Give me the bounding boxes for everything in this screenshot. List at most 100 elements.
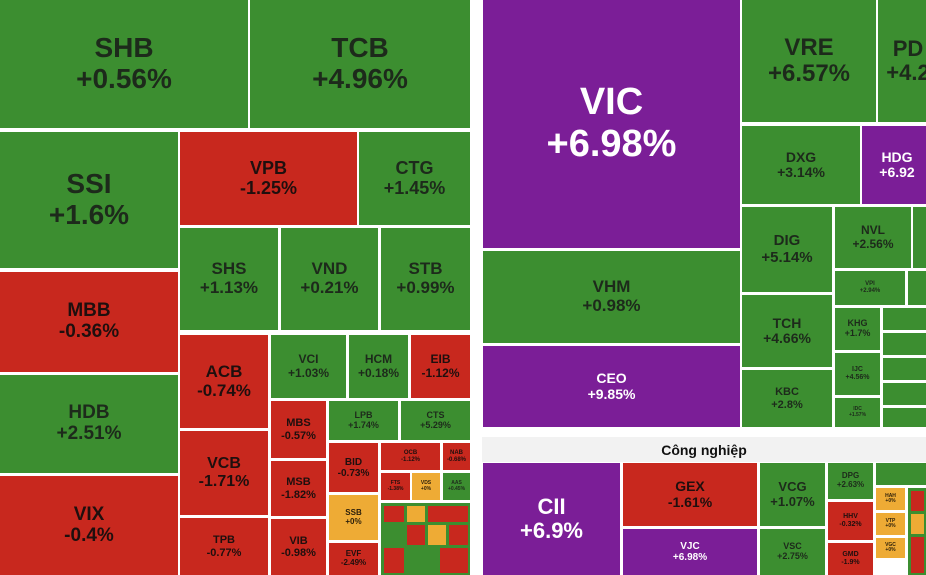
ticker: PD <box>892 35 924 61</box>
tile[interactable]: NAB -0.68% <box>443 443 470 470</box>
tile[interactable]: VPB -1.25% <box>180 132 357 225</box>
tile[interactable]: SHS +1.13% <box>180 228 278 330</box>
ticker: VSC <box>783 541 802 552</box>
tile[interactable]: NVL +2.56% <box>835 207 911 268</box>
ticker: HAH <box>885 492 896 499</box>
tile[interactable]: VIC +6.98% <box>483 0 740 248</box>
tile[interactable]: LPB +1.74% <box>329 401 398 440</box>
tile[interactable]: VCB -1.71% <box>180 431 268 515</box>
tile[interactable]: IDC +1.57% <box>835 398 880 427</box>
tile[interactable]: SSB +0% <box>329 495 378 540</box>
tile[interactable]: DXG +3.14% <box>742 126 860 204</box>
price-change: -0.36% <box>58 321 120 342</box>
tile[interactable]: VRE +6.57% <box>742 0 876 122</box>
tile[interactable]: KHG +1.7% <box>835 308 880 350</box>
price-change: +1.13% <box>199 278 259 297</box>
price-change: +0% <box>885 547 896 553</box>
tile[interactable]: AAS +0.45% <box>443 473 470 500</box>
ticker: FTS <box>390 480 401 486</box>
tile[interactable]: IJC +4.56% <box>835 353 880 395</box>
ticker: LPB <box>354 409 373 420</box>
tile[interactable]: FTS -1.38% <box>381 473 410 500</box>
ticker: TCB <box>331 32 389 64</box>
tile <box>440 548 468 573</box>
tile[interactable]: DPG +2.63% <box>828 463 873 499</box>
tile[interactable]: GEX -1.61% <box>623 463 757 526</box>
price-change: +1.03% <box>287 365 330 380</box>
tile <box>428 506 468 522</box>
ticker: GEX <box>675 478 705 495</box>
tile[interactable]: VJC +6.98% <box>623 529 757 575</box>
ticker: VND <box>311 259 348 279</box>
tile[interactable]: TCB +4.96% <box>250 0 470 128</box>
ticker: KHG <box>847 318 868 329</box>
tile[interactable]: VHM +0.98% <box>483 251 740 343</box>
tile <box>911 514 924 534</box>
tile[interactable]: HCM +0.18% <box>349 335 408 398</box>
tile[interactable]: EIB -1.12% <box>411 335 470 398</box>
ticker: CII <box>537 493 566 519</box>
price-change: -2.49% <box>340 558 367 567</box>
tile[interactable]: BID -0.73% <box>329 443 378 492</box>
ticker: CTG <box>395 157 434 178</box>
tile[interactable]: MBS -0.57% <box>271 401 326 458</box>
tile[interactable]: TPB -0.77% <box>180 518 268 575</box>
tile[interactable]: TCH +4.66% <box>742 295 832 367</box>
tile[interactable]: PD +4.2 <box>878 0 926 122</box>
tile[interactable]: GMD -1.9% <box>828 543 873 575</box>
ticker: VTP <box>885 517 896 524</box>
price-change: +4.96% <box>312 63 408 94</box>
price-change: -0.74% <box>197 380 251 400</box>
tile[interactable]: CEO +9.85% <box>483 346 740 427</box>
tile[interactable]: HAH +0% <box>876 488 905 510</box>
tile[interactable]: SHB +0.56% <box>0 0 248 128</box>
tile[interactable]: VIB -0.98% <box>271 519 326 575</box>
tile[interactable]: VGC +0% <box>876 538 905 558</box>
tile[interactable]: VIX -0.4% <box>0 476 178 575</box>
tile[interactable]: HHV -0.32% <box>828 502 873 540</box>
tile <box>908 271 926 305</box>
tile <box>407 525 425 545</box>
ticker: HCM <box>364 352 393 367</box>
ticker: SSB <box>345 507 362 517</box>
price-change: +4.56% <box>845 374 870 381</box>
ticker: DPG <box>841 471 860 481</box>
price-change: -1.38% <box>387 485 404 492</box>
price-change: +0% <box>420 485 432 492</box>
tile[interactable]: VCI +1.03% <box>271 335 346 398</box>
ticker: AAS <box>451 480 462 486</box>
tile[interactable]: EVF -2.49% <box>329 543 378 575</box>
price-change: -0.4% <box>64 524 114 546</box>
tile[interactable]: VDS +0% <box>412 473 440 500</box>
tile[interactable]: OCB -1.12% <box>381 443 440 470</box>
price-change: +0.45% <box>447 485 466 492</box>
tile[interactable]: CTG +1.45% <box>359 132 470 225</box>
price-change: +0.99% <box>396 278 455 297</box>
tile[interactable]: DIG +5.14% <box>742 207 832 292</box>
tile[interactable]: KBC +2.8% <box>742 370 832 427</box>
tile[interactable]: STB +0.99% <box>381 228 470 330</box>
ticker: IJC <box>852 366 863 374</box>
price-change: -1.61% <box>667 493 713 510</box>
tile <box>876 463 926 485</box>
price-change: +6.57% <box>767 60 851 87</box>
ticker: SSI <box>66 168 112 200</box>
tile[interactable]: CTS +5.29% <box>401 401 470 440</box>
tile[interactable]: HDG +6.92 <box>862 126 926 204</box>
tile[interactable]: VCG +1.07% <box>760 463 825 526</box>
tile <box>883 333 926 355</box>
ticker: GMD <box>842 551 859 559</box>
tile[interactable]: SSI +1.6% <box>0 132 178 268</box>
price-change: +1.7% <box>844 328 871 338</box>
tile <box>883 358 926 380</box>
tile[interactable]: VTP +0% <box>876 513 905 535</box>
ticker: SHS <box>211 259 247 279</box>
tile[interactable]: MBB -0.36% <box>0 272 178 372</box>
tile[interactable]: MSB -1.82% <box>271 461 326 516</box>
tile[interactable]: HDB +2.51% <box>0 375 178 473</box>
tile[interactable]: VPI +2.94% <box>835 271 905 305</box>
tile[interactable]: CII +6.9% <box>483 463 620 575</box>
tile[interactable]: VND +0.21% <box>281 228 378 330</box>
tile[interactable]: VSC +2.75% <box>760 529 825 575</box>
tile[interactable]: ACB -0.74% <box>180 335 268 428</box>
